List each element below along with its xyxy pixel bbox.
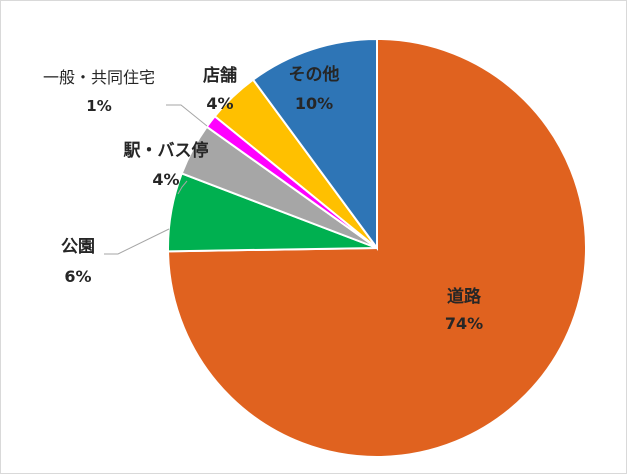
slice-label-shop-value: 4% [206,94,233,113]
slice-label-park-name: 公園 [61,237,95,257]
slice-road [167,37,587,458]
slice-label-road-value: 74% [445,314,483,333]
leader-line-station [177,180,188,195]
leader-line-park [104,228,170,255]
slice-label-housing-name: 一般・共同住宅 [43,68,155,87]
slice-label-other-value: 10% [295,94,333,113]
slice-label-station-name: 駅・バス停 [123,140,209,161]
slice-label-park-value: 6% [64,267,91,286]
slice-label-other-name: その他 [289,64,340,85]
slice-label-road-name: 道路 [447,286,482,307]
slice-label-station-value: 4% [152,170,179,189]
slice-other [251,37,378,252]
slice-label-housing-value: 1% [86,97,111,115]
slice-label-shop-name: 店舗 [203,65,237,86]
leader-line-housing [166,104,208,127]
